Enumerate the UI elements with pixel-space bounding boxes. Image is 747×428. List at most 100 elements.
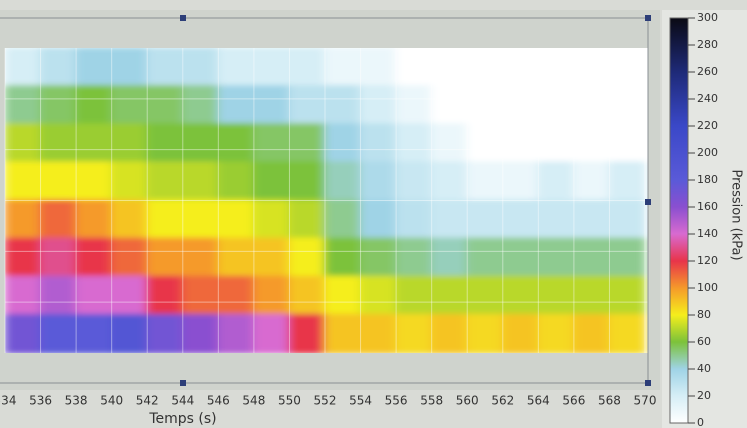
- heat-cell: [608, 48, 646, 88]
- heat-cell: [395, 161, 433, 202]
- colorbar-tick-label: 80: [697, 308, 711, 321]
- heat-cell: [252, 85, 291, 126]
- heat-cell: [501, 313, 540, 353]
- heat-cell: [252, 313, 291, 353]
- heat-cell: [572, 48, 611, 88]
- x-tick-label: 534: [0, 394, 16, 408]
- heat-cell: [75, 275, 113, 316]
- heat-cell: [181, 161, 220, 202]
- grid: [4, 48, 648, 353]
- heat-cell: [466, 199, 504, 240]
- heat-cell: [501, 161, 540, 202]
- heat-cell: [537, 123, 575, 164]
- heat-cell: [252, 237, 291, 278]
- heat-cell: [501, 237, 540, 278]
- heat-cell: [39, 123, 78, 164]
- x-tick-label: 564: [527, 394, 550, 408]
- colorbar-tick-label: 300: [697, 11, 718, 24]
- colorbar-tick-label: 220: [697, 119, 718, 132]
- heat-cell: [252, 123, 291, 164]
- heat-cell: [5, 275, 42, 316]
- heat-cell: [39, 85, 78, 126]
- heat-cell: [39, 237, 78, 278]
- x-tick-label: 570: [634, 394, 657, 408]
- heat-cell: [5, 48, 42, 88]
- heat-cell: [5, 85, 42, 126]
- x-tick-label: 562: [491, 394, 514, 408]
- heat-cell: [430, 123, 469, 164]
- heat-cell: [75, 123, 113, 164]
- heat-cell: [39, 199, 78, 240]
- heat-cell: [430, 237, 469, 278]
- x-tick-label: 538: [65, 394, 88, 408]
- colorbar: [669, 17, 689, 424]
- heat-cell: [288, 275, 326, 316]
- heat-cell: [181, 48, 220, 88]
- heat-cell: [537, 237, 575, 278]
- x-tick-label: 566: [562, 394, 585, 408]
- heat-cell: [181, 199, 220, 240]
- heat-cell: [146, 275, 184, 316]
- heat-cell: [181, 85, 220, 126]
- x-tick-label: 558: [420, 394, 443, 408]
- heat-cell: [537, 161, 575, 202]
- heatmap: [5, 48, 646, 353]
- heat-cell: [359, 275, 398, 316]
- heat-cell: [324, 48, 362, 88]
- handle[interactable]: [645, 199, 651, 205]
- heat-cell: [110, 313, 149, 353]
- x-tick-label: 540: [100, 394, 123, 408]
- heat-cell: [572, 161, 611, 202]
- heat-cell: [217, 48, 255, 88]
- heat-cell: [501, 199, 540, 240]
- heat-cell: [466, 85, 504, 126]
- heat-cell: [324, 275, 362, 316]
- heat-cell: [146, 85, 184, 126]
- heat-cell: [75, 85, 113, 126]
- x-tick-label: 552: [314, 394, 337, 408]
- heat-cell: [430, 199, 469, 240]
- colorbar-tick-label: 180: [697, 173, 718, 186]
- heat-cell: [359, 48, 398, 88]
- colorbar-tick-label: 240: [697, 92, 718, 105]
- heat-cell: [75, 199, 113, 240]
- heat-cell: [501, 123, 540, 164]
- x-tick-label: 556: [385, 394, 408, 408]
- heat-cell: [324, 123, 362, 164]
- colorbar-label: Pression (kPa): [729, 169, 744, 260]
- heat-cell: [359, 237, 398, 278]
- heat-cell: [395, 123, 433, 164]
- handle[interactable]: [645, 15, 651, 21]
- heat-cell: [181, 123, 220, 164]
- heat-cell: [217, 313, 255, 353]
- heat-cell: [288, 161, 326, 202]
- handle[interactable]: [180, 380, 186, 386]
- heat-cell: [252, 161, 291, 202]
- heat-cell: [501, 48, 540, 88]
- heat-cell: [501, 85, 540, 126]
- heat-cell: [146, 48, 184, 88]
- heat-cell: [324, 85, 362, 126]
- heat-cell: [110, 161, 149, 202]
- heat-cell: [501, 275, 540, 316]
- heat-cell: [217, 85, 255, 126]
- heat-cell: [252, 199, 291, 240]
- heat-cell: [39, 275, 78, 316]
- heat-cell: [5, 237, 42, 278]
- handle[interactable]: [180, 15, 186, 21]
- heat-cell: [466, 313, 504, 353]
- heat-cell: [288, 313, 326, 353]
- heat-cell: [252, 275, 291, 316]
- heat-cell: [430, 48, 469, 88]
- handle[interactable]: [645, 380, 651, 386]
- heat-cell: [39, 161, 78, 202]
- heat-cell: [359, 161, 398, 202]
- heat-cell: [430, 85, 469, 126]
- heat-cell: [324, 161, 362, 202]
- heat-cell: [110, 237, 149, 278]
- heat-cell: [181, 275, 220, 316]
- heat-cell: [395, 237, 433, 278]
- heat-cell: [608, 199, 646, 240]
- heat-cell: [466, 275, 504, 316]
